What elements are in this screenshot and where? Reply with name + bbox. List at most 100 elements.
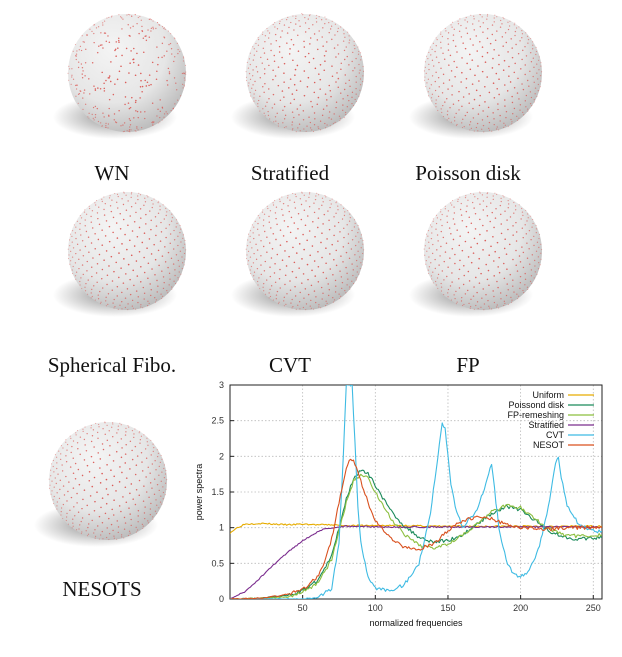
sample-point <box>161 107 164 109</box>
sample-point <box>116 538 118 540</box>
sample-point <box>120 510 122 513</box>
sample-point <box>152 443 154 445</box>
sample-point <box>282 202 285 205</box>
sample-point <box>352 70 354 72</box>
sample-point <box>160 231 163 233</box>
sample-point <box>473 29 475 31</box>
sample-point <box>142 307 144 309</box>
sample-point <box>89 207 91 210</box>
sample-point <box>340 68 342 70</box>
sample-point <box>275 120 277 122</box>
sample-point <box>58 497 61 500</box>
sample-point <box>481 128 483 130</box>
sample-point <box>163 218 165 220</box>
series-line-cvt <box>230 385 602 599</box>
sample-point <box>473 98 476 101</box>
sample-point <box>360 56 362 58</box>
sample-point <box>122 218 125 221</box>
sample-point <box>516 270 519 272</box>
sample-point <box>93 24 96 26</box>
sample-point <box>441 213 443 216</box>
sample-point <box>129 215 131 217</box>
sample-point <box>453 212 456 214</box>
sample-point <box>518 204 520 206</box>
sample-point <box>78 483 81 486</box>
sample-point <box>360 262 362 264</box>
sample-point <box>49 484 51 486</box>
sample-point <box>156 115 158 117</box>
sample-point <box>360 247 362 249</box>
sample-point <box>177 49 179 51</box>
sample-point <box>330 118 333 120</box>
sample-point <box>505 294 508 297</box>
sample-point <box>535 228 538 230</box>
sample-point <box>89 28 91 30</box>
sample-point <box>448 117 450 119</box>
sample-point <box>487 106 490 109</box>
sample-point <box>105 124 107 127</box>
sample-point <box>514 30 517 33</box>
sample-point <box>137 116 139 119</box>
sample-point <box>470 305 472 308</box>
sample-point <box>54 477 56 479</box>
sample-point <box>182 60 185 62</box>
sample-point <box>532 222 534 225</box>
sample-point <box>132 498 134 500</box>
sample-point <box>500 200 502 203</box>
sample-point <box>101 125 103 127</box>
sample-point <box>101 522 104 524</box>
sample-point <box>283 24 286 26</box>
sample-point <box>351 280 353 282</box>
sample-point <box>132 58 135 60</box>
sample-point <box>127 425 129 427</box>
sample-point <box>80 90 82 92</box>
sample-point <box>135 308 137 310</box>
sample-point <box>134 428 136 430</box>
sample-point <box>313 81 316 84</box>
sample-point <box>129 35 131 37</box>
sample-point <box>273 54 275 57</box>
sample-point <box>435 214 438 216</box>
sample-point <box>145 213 147 216</box>
sample-point <box>437 95 440 98</box>
sample-point <box>291 298 293 301</box>
sample-point <box>309 14 311 16</box>
sample-point <box>450 233 452 235</box>
sample-point <box>177 244 179 247</box>
sample-point <box>131 305 133 307</box>
sample-point <box>502 16 504 19</box>
sample-point <box>435 228 437 230</box>
sample-point <box>355 93 357 95</box>
sample-point <box>81 67 84 69</box>
sample-point <box>446 215 448 217</box>
sample-point <box>295 17 297 20</box>
sample-point <box>118 14 120 16</box>
sample-point <box>459 18 461 20</box>
sample-point <box>325 247 327 249</box>
sample-point <box>525 32 527 34</box>
sample-point <box>460 214 463 216</box>
sample-point <box>67 257 70 260</box>
sample-point <box>90 221 92 223</box>
sample-point <box>525 94 528 97</box>
sample-point <box>141 30 144 33</box>
sample-point <box>125 273 127 275</box>
sample-point <box>143 298 145 300</box>
sample-point <box>326 124 328 126</box>
sample-point <box>93 510 96 512</box>
sample-point <box>183 84 185 86</box>
sample-point <box>150 289 152 291</box>
sample-point <box>142 37 145 39</box>
sample-point <box>109 80 112 83</box>
sample-point <box>482 224 484 227</box>
sample-point <box>297 228 299 230</box>
sample-point <box>142 286 145 289</box>
sample-point <box>257 38 260 41</box>
sample-point <box>92 106 95 109</box>
sample-point <box>473 237 476 240</box>
sample-point <box>277 66 280 68</box>
sample-point <box>425 55 428 57</box>
sample-point <box>358 228 360 230</box>
sample-point <box>343 88 346 91</box>
sample-point <box>493 118 495 120</box>
